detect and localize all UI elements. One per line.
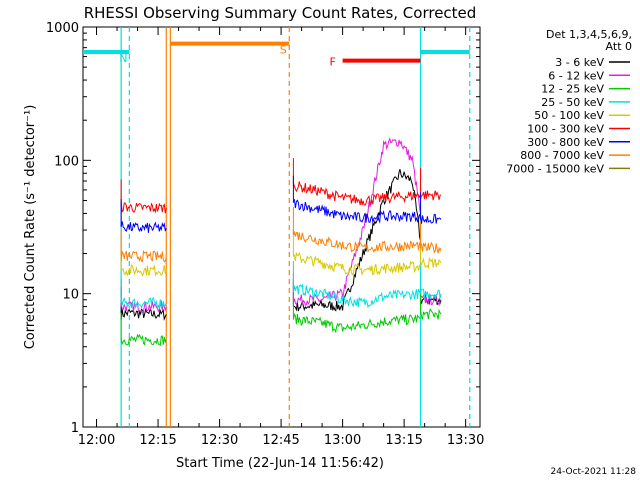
x-tick-label: 13:15: [385, 433, 422, 448]
series-line: [120, 250, 167, 263]
legend-header: Att 0: [606, 40, 632, 53]
y-tick-label: 100: [54, 154, 79, 169]
legend-label: 6 - 12 keV: [548, 69, 604, 82]
legend-label: 50 - 100 keV: [534, 109, 604, 122]
x-tick-label: 12:45: [262, 433, 299, 448]
series-line: [292, 313, 421, 334]
x-tick-label: 12:30: [201, 433, 238, 448]
legend-label: 300 - 800 keV: [527, 136, 604, 149]
x-tick-label: 12:15: [139, 433, 176, 448]
legend-label: 25 - 50 keV: [541, 96, 604, 109]
y-axis-label: Corrected Count Rate (s⁻¹ detector⁻¹): [23, 105, 38, 350]
x-axis-label: Start Time (22-Jun-14 11:56:42): [176, 456, 384, 471]
series-line: [420, 256, 442, 270]
chart-title: RHESSI Observing Summary Count Rates, Co…: [84, 4, 477, 22]
footer-timestamp: 24-Oct-2021 11:28: [551, 467, 637, 477]
marker-label: S: [280, 44, 287, 57]
series-line: [292, 137, 421, 306]
marker-label: N: [119, 52, 127, 65]
legend-label: 7000 - 15000 keV: [506, 162, 604, 175]
series-line: [292, 181, 421, 206]
legend-label: 100 - 300 keV: [527, 123, 604, 136]
series-line: [292, 230, 421, 254]
plot-area: 1 10 100 1000 12:00 12:15 12:30 12:45 13:00 13:15…: [46, 21, 484, 448]
series-line: [293, 198, 421, 224]
series-line: [120, 264, 167, 277]
y-tick-label: 1000: [46, 21, 79, 36]
legend-label: 12 - 25 keV: [541, 83, 604, 96]
x-tick-label: 13:30: [447, 433, 484, 448]
y-tick-label: 1: [71, 421, 79, 436]
legend-label: 800 - 7000 keV: [520, 149, 604, 162]
series-line: [293, 251, 421, 276]
y-tick-label: 10: [62, 288, 79, 303]
marker-label: F: [329, 56, 335, 69]
series-line: [120, 201, 167, 214]
series-line: [292, 283, 421, 309]
x-tick-label: 13:00: [324, 433, 361, 448]
series-line: [420, 308, 442, 320]
series-line: [293, 169, 421, 312]
series-line: [120, 299, 167, 313]
series-line: [420, 190, 442, 201]
series-line: [420, 288, 442, 300]
legend-header: Det 1,3,4,5,6,9,: [546, 28, 632, 41]
series-line: [120, 221, 167, 233]
series-line: [120, 333, 167, 346]
series-line: [420, 213, 442, 224]
x-tick-label: 12:00: [78, 433, 115, 448]
series-line: [120, 307, 167, 321]
series-line: [420, 241, 442, 254]
series-line: [120, 296, 167, 310]
legend-label: 3 - 6 keV: [555, 56, 604, 69]
